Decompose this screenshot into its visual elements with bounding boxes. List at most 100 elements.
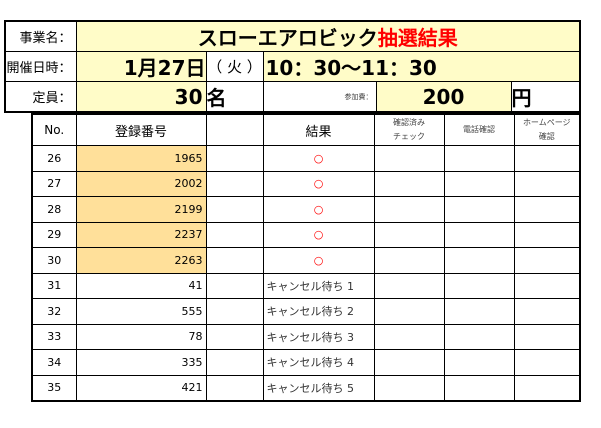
table-row: 32 555 キャンセル待ち 2 <box>31 298 581 325</box>
result: ○ <box>262 196 375 223</box>
event-title-cell: スローエアロビック抽選結果 <box>75 20 581 52</box>
date-label: 開催日時： <box>4 51 77 82</box>
blank-cell <box>205 374 264 402</box>
capacity: 30 <box>75 81 207 113</box>
row-no: 34 <box>31 349 77 376</box>
web-cell[interactable] <box>513 145 581 172</box>
row-no: 35 <box>31 374 77 402</box>
fee: 200 <box>375 81 512 113</box>
web-cell[interactable] <box>513 374 581 402</box>
checked-cell[interactable] <box>373 298 445 325</box>
result: キャンセル待ち 1 <box>262 272 375 299</box>
checked-cell[interactable] <box>373 272 445 299</box>
registration-number: 2002 <box>75 170 207 197</box>
registration-number: 41 <box>75 272 207 299</box>
table-row: 30 2263 ○ <box>31 247 581 274</box>
web-cell[interactable] <box>513 323 581 350</box>
checked-cell[interactable] <box>373 247 445 274</box>
registration-number: 421 <box>75 374 207 402</box>
checked-cell[interactable] <box>373 170 445 197</box>
phone-cell[interactable] <box>443 170 515 197</box>
web-cell[interactable] <box>513 170 581 197</box>
checked-cell[interactable] <box>373 374 445 402</box>
phone-cell[interactable] <box>443 374 515 402</box>
event-label: 事業名： <box>4 20 77 52</box>
capacity-unit: 名 <box>205 81 264 113</box>
row-no: 29 <box>31 221 77 248</box>
web-cell[interactable] <box>513 272 581 299</box>
registration-number: 78 <box>75 323 207 350</box>
col-no: No. <box>31 113 77 146</box>
table-row: 34 335 キャンセル待ち 4 <box>31 349 581 376</box>
result: ○ <box>262 221 375 248</box>
registration-number: 2263 <box>75 247 207 274</box>
result: キャンセル待ち 5 <box>262 374 375 402</box>
phone-cell[interactable] <box>443 145 515 172</box>
phone-cell[interactable] <box>443 272 515 299</box>
phone-cell[interactable] <box>443 349 515 376</box>
date: 1月27日 <box>75 51 207 82</box>
checked-cell[interactable] <box>373 349 445 376</box>
blank-cell <box>205 247 264 274</box>
fee-label: 参加費： <box>262 81 377 113</box>
row-no: 26 <box>31 145 77 172</box>
phone-cell[interactable] <box>443 247 515 274</box>
table-row: 31 41 キャンセル待ち 1 <box>31 272 581 299</box>
capacity-label: 定員： <box>4 81 77 113</box>
result: ○ <box>262 170 375 197</box>
result: キャンセル待ち 2 <box>262 298 375 325</box>
table-row: 26 1965 ○ <box>31 145 581 172</box>
weekday: （ 火 ） <box>205 51 264 82</box>
table-row: 28 2199 ○ <box>31 196 581 223</box>
blank-cell <box>205 349 264 376</box>
web-cell[interactable] <box>513 221 581 248</box>
col-phone: 電話確認 <box>443 113 515 146</box>
col-blank <box>205 113 264 146</box>
web-cell[interactable] <box>513 298 581 325</box>
row-no: 30 <box>31 247 77 274</box>
registration-number: 335 <box>75 349 207 376</box>
blank-cell <box>205 196 264 223</box>
col-result: 結果 <box>262 113 375 146</box>
row-no: 32 <box>31 298 77 325</box>
col-checked: 確認済み チェック <box>373 113 445 146</box>
checked-cell[interactable] <box>373 221 445 248</box>
blank-cell <box>205 221 264 248</box>
registration-number: 2237 <box>75 221 207 248</box>
phone-cell[interactable] <box>443 221 515 248</box>
registration-number: 1965 <box>75 145 207 172</box>
row-no: 31 <box>31 272 77 299</box>
row-no: 27 <box>31 170 77 197</box>
checked-cell[interactable] <box>373 196 445 223</box>
event-result: 抽選結果 <box>377 26 458 50</box>
registration-number: 555 <box>75 298 207 325</box>
table-row: 33 78 キャンセル待ち 3 <box>31 323 581 350</box>
fee-unit: 円 <box>510 81 581 113</box>
registration-number: 2199 <box>75 196 207 223</box>
col-reg: 登録番号 <box>75 113 207 146</box>
checked-cell[interactable] <box>373 145 445 172</box>
blank-cell <box>205 298 264 325</box>
result: キャンセル待ち 3 <box>262 323 375 350</box>
table-row: 35 421 キャンセル待ち 5 <box>31 374 581 402</box>
result: ○ <box>262 247 375 274</box>
row-no: 28 <box>31 196 77 223</box>
phone-cell[interactable] <box>443 196 515 223</box>
result: ○ <box>262 145 375 172</box>
table-row: 29 2237 ○ <box>31 221 581 248</box>
phone-cell[interactable] <box>443 298 515 325</box>
table-row: 27 2002 ○ <box>31 170 581 197</box>
blank-cell <box>205 145 264 172</box>
col-web: ホームページ 確認 <box>513 113 581 146</box>
time: 10：30〜11：30 <box>263 51 581 82</box>
web-cell[interactable] <box>513 247 581 274</box>
row-no: 33 <box>31 323 77 350</box>
phone-cell[interactable] <box>443 323 515 350</box>
results-table: No. 登録番号 結果 確認済み チェック 電話確認 ホームページ 確認 26 … <box>31 113 581 402</box>
web-cell[interactable] <box>513 349 581 376</box>
checked-cell[interactable] <box>373 323 445 350</box>
result: キャンセル待ち 4 <box>262 349 375 376</box>
event-title: スローエアロビック <box>197 26 378 50</box>
event-info-table: 事業名： スローエアロビック抽選結果 開催日時： 1月27日 （ 火 ） 10：… <box>4 20 581 113</box>
web-cell[interactable] <box>513 196 581 223</box>
